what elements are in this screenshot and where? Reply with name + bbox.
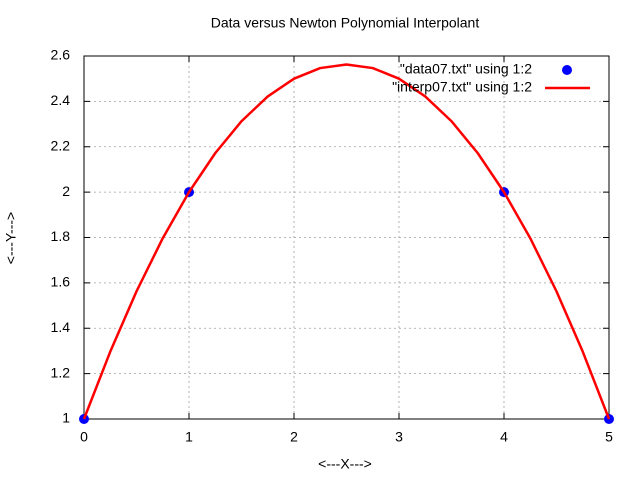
y-tick-label: 2 <box>62 183 70 199</box>
x-tick-label: 3 <box>395 429 403 445</box>
y-tick-label: 1.6 <box>51 274 71 290</box>
legend-marker <box>562 65 572 75</box>
y-tick-label: 1 <box>62 410 70 426</box>
y-tick-label: 1.8 <box>51 228 71 244</box>
chart-title: Data versus Newton Polynomial Interpolan… <box>211 15 480 31</box>
y-tick-label: 2.6 <box>51 47 71 63</box>
x-tick-label: 2 <box>290 429 298 445</box>
x-tick-label: 4 <box>500 429 508 445</box>
legend-label: "interp07.txt" using 1:2 <box>392 79 532 95</box>
y-tick-label: 2.2 <box>51 137 71 153</box>
y-tick-label: 2.4 <box>51 92 71 108</box>
x-axis-label: <---X---> <box>318 456 372 472</box>
x-tick-label: 5 <box>605 429 613 445</box>
x-tick-label: 1 <box>185 429 193 445</box>
plot-border <box>83 55 610 420</box>
x-tick-label: 0 <box>80 429 88 445</box>
y-tick-label: 1.4 <box>51 319 71 335</box>
y-tick-label: 1.2 <box>51 364 71 380</box>
data-line <box>82 63 611 420</box>
legend-label: "data07.txt" using 1:2 <box>400 61 532 77</box>
y-axis-label: <---Y---> <box>3 212 19 264</box>
